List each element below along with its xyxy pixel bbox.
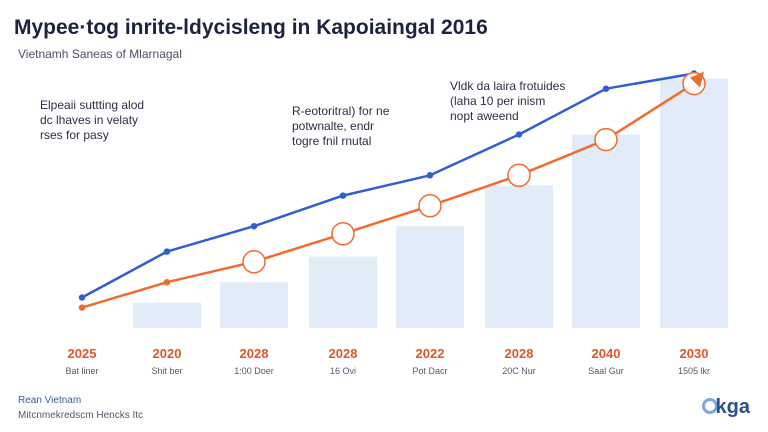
x-tick-label-5: 2028 [505, 346, 534, 361]
bar-7 [660, 78, 728, 328]
bar-6 [572, 134, 640, 328]
series-1-point-3 [331, 222, 355, 246]
bar-1 [133, 302, 201, 328]
x-sublabel-5: 20C Nur [502, 366, 536, 376]
chart-title: Mypee·tog inrite-ldycisleng in Kapoiaing… [14, 16, 488, 39]
x-tick-label-0: 2025 [68, 346, 97, 361]
series-0-point-3 [339, 192, 347, 199]
footer-source: Rean Vietnam [18, 395, 82, 406]
series-1-point-5 [507, 163, 531, 188]
logo-icon [702, 398, 718, 414]
series-0-point-2 [250, 222, 258, 230]
series-1-point-6 [594, 127, 618, 152]
series-1-point-4 [418, 194, 442, 218]
annotation-right: Vldk da laira frotuides (laha 10 per ini… [450, 79, 566, 123]
x-tick-label-4: 2022 [416, 346, 445, 361]
series-0-point-5 [515, 131, 523, 138]
annotation-left: Elpeaii suttting alod dc lhaves in velat… [40, 98, 145, 142]
x-tick-label-7: 2030 [680, 346, 709, 361]
series-0-point-6 [602, 85, 610, 92]
series-1-point-1 [163, 278, 171, 286]
bar-3 [309, 256, 377, 328]
x-sublabel-7: 1505 lkr [678, 366, 710, 376]
x-sublabel-2: 1:00 Doer [234, 366, 274, 376]
brand-logo: kga [715, 396, 750, 418]
x-tick-label-3: 2028 [329, 346, 358, 361]
x-tick-label-6: 2040 [592, 346, 621, 361]
x-tick-label-2: 2028 [240, 346, 269, 361]
chart-subtitle: Vietnamh Saneas of Mlarnagal [18, 47, 182, 61]
series-0-point-4 [426, 172, 434, 179]
series-line-1 [81, 82, 695, 309]
series-0-point-1 [163, 248, 171, 255]
bar-5 [485, 185, 553, 328]
series-1-point-0 [78, 304, 86, 311]
series-1-point-2 [242, 250, 266, 274]
x-tick-label-1: 2020 [153, 346, 182, 361]
footer-credit: Mitcnmekredscm Hencks Itc [18, 410, 144, 421]
series-line-0 [81, 72, 695, 299]
trend-arrow-icon [690, 71, 704, 88]
bar-2 [220, 282, 288, 328]
x-sublabel-3: 16 Ovi [330, 366, 356, 376]
annotation-middle: R-eotoritral) for ne potwnalte, endr tog… [292, 104, 390, 148]
x-sublabel-4: Pot Dacr [412, 366, 447, 376]
x-sublabel-1: Shit ber [151, 366, 182, 376]
x-sublabel-0: Bat liner [65, 366, 98, 376]
series-0-point-0 [78, 294, 86, 301]
bar-4 [396, 226, 464, 328]
x-sublabel-6: Saal Gur [588, 366, 624, 376]
